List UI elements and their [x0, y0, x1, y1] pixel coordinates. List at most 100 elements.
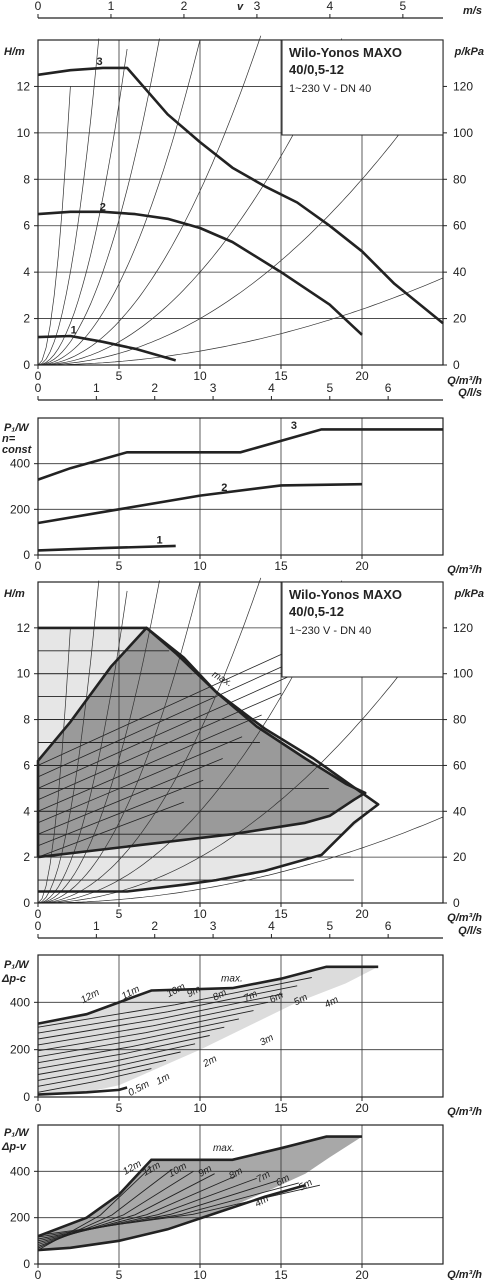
flow-ls-axis-unit: Q/l/s [458, 925, 482, 937]
y-right-tick-label: 20 [453, 312, 467, 326]
system-curve [37, 48, 128, 366]
system-curve [37, 35, 262, 366]
y-tick-label: 2 [23, 850, 30, 864]
flow-ls-axis-label: 2 [151, 919, 158, 933]
system-curve [37, 577, 262, 904]
setpoint-curve [37, 1180, 278, 1240]
setpoint-curve [37, 1182, 299, 1238]
y-right-tick-label: 120 [453, 79, 473, 93]
x-tick-label: 15 [274, 907, 288, 921]
setpoint-curve [37, 1035, 210, 1070]
max-annotation: max. [221, 974, 243, 985]
y-right-tick-label: 20 [453, 850, 467, 864]
flow-ls-axis-label: 2 [151, 381, 158, 395]
setpoint-curve [37, 1068, 152, 1093]
setpoint-curve [37, 1184, 321, 1236]
flow-ls-axis-label: 3 [210, 381, 217, 395]
x-tick-label: 10 [193, 369, 207, 383]
y-tick-label: 0 [23, 1257, 30, 1271]
hq-field-chart: Wilo-Yonos MAXO 40/0,5-12 1~230 V - DN 40 m… [4, 577, 484, 924]
series-label-3: 3 [291, 420, 297, 432]
y-tick-label: 400 [10, 457, 30, 471]
x-tick-label: 10 [193, 907, 207, 921]
setpoint-curve [37, 1051, 181, 1081]
setpoint-label: 1m [154, 1071, 171, 1087]
flow-ls-axis-label: 5 [326, 381, 333, 395]
x-tick-label: 20 [355, 907, 369, 921]
y-axis-label-2: n= [2, 433, 16, 445]
y-tick-label: 400 [10, 995, 30, 1009]
y-axis-label: P₁/W [4, 1127, 30, 1139]
setpoint-curve [37, 1010, 254, 1052]
y-axis-label-2: Δp-v [1, 1141, 27, 1153]
y-tick-label: 8 [23, 172, 30, 186]
plot-frame [37, 417, 444, 556]
x-tick-label: 5 [116, 369, 123, 383]
y-tick-label: 12 [17, 79, 31, 93]
max-curve [37, 1135, 362, 1238]
system-curve [38, 616, 444, 904]
flow-ls-axis-label: 0 [35, 919, 42, 933]
x-tick-label: 5 [116, 559, 123, 573]
chart-spec: 1~230 V - DN 40 [289, 625, 371, 637]
x-tick-label: 0 [35, 369, 42, 383]
y-tick-label: 0 [23, 358, 30, 372]
setpoint-label: 4m [323, 994, 340, 1010]
x-tick-label: 0 [35, 907, 42, 921]
x-axis-label: Q/m³/h [447, 375, 482, 387]
flow-ls-axis-label: 4 [268, 919, 275, 933]
max-curve [37, 965, 379, 1025]
velocity-axis-label: 3 [254, 0, 261, 13]
p1-const-chart: 0 1 2 3 4 5 6 Q/l/s 1 2 3 0 200 400 0 5 10 15 20 Q/m³/h P₁/W… [2, 381, 482, 576]
y-right-tick-label: 0 [453, 358, 460, 372]
chart-model: 40/0,5-12 [289, 62, 344, 77]
x-tick-label: 15 [274, 559, 288, 573]
series-line-3 [37, 66, 444, 325]
flow-ls-axis-unit: Q/l/s [458, 387, 482, 399]
system-curve [37, 627, 71, 904]
y-tick-label: 0 [23, 896, 30, 910]
y-right-tick-label: 120 [453, 621, 473, 635]
y-right-axis-label: p/kPa [454, 588, 484, 600]
y-right-tick-label: 60 [453, 219, 467, 233]
min-curve [37, 1183, 306, 1252]
x-tick-label: 0 [35, 1268, 42, 1280]
y-tick-label: 4 [23, 804, 30, 818]
system-curve [37, 39, 201, 366]
plot-frame [37, 954, 444, 1098]
title-box [281, 581, 444, 678]
y-right-tick-label: 80 [453, 713, 467, 727]
system-curve [37, 38, 343, 366]
y-right-tick-label: 60 [453, 758, 467, 772]
system-curve [37, 580, 160, 904]
series-line-2 [37, 482, 363, 525]
x-axis-label: Q/m³/h [447, 564, 482, 576]
velocity-axis-label: 1 [108, 0, 115, 13]
system-curve [37, 581, 201, 904]
x-tick-label: 20 [355, 1101, 369, 1115]
series-label-2: 2 [221, 482, 227, 494]
system-curve [38, 816, 444, 904]
y-right-axis-label: p/kPa [454, 46, 484, 58]
y-right-tick-label: 0 [453, 896, 460, 910]
y-right-tick-label: 100 [453, 126, 473, 140]
system-curve [38, 74, 444, 366]
x-axis-label: Q/m³/h [447, 1269, 482, 1280]
y-right-tick-label: 80 [453, 172, 467, 186]
x-tick-label: 10 [193, 1101, 207, 1115]
setpoint-curve [37, 1043, 196, 1075]
system-curve [37, 580, 100, 904]
setpoint-curve [37, 1018, 239, 1058]
velocity-axis-unit: m/s [463, 5, 482, 17]
x-tick-label: 20 [355, 559, 369, 573]
series-line-1 [37, 334, 177, 362]
y-tick-label: 10 [17, 126, 31, 140]
y-tick-label: 200 [10, 1211, 30, 1225]
flow-ls-axis-label: 6 [385, 919, 392, 933]
y-axis-label: P₁/W [4, 959, 30, 971]
plot-frame [37, 581, 444, 904]
